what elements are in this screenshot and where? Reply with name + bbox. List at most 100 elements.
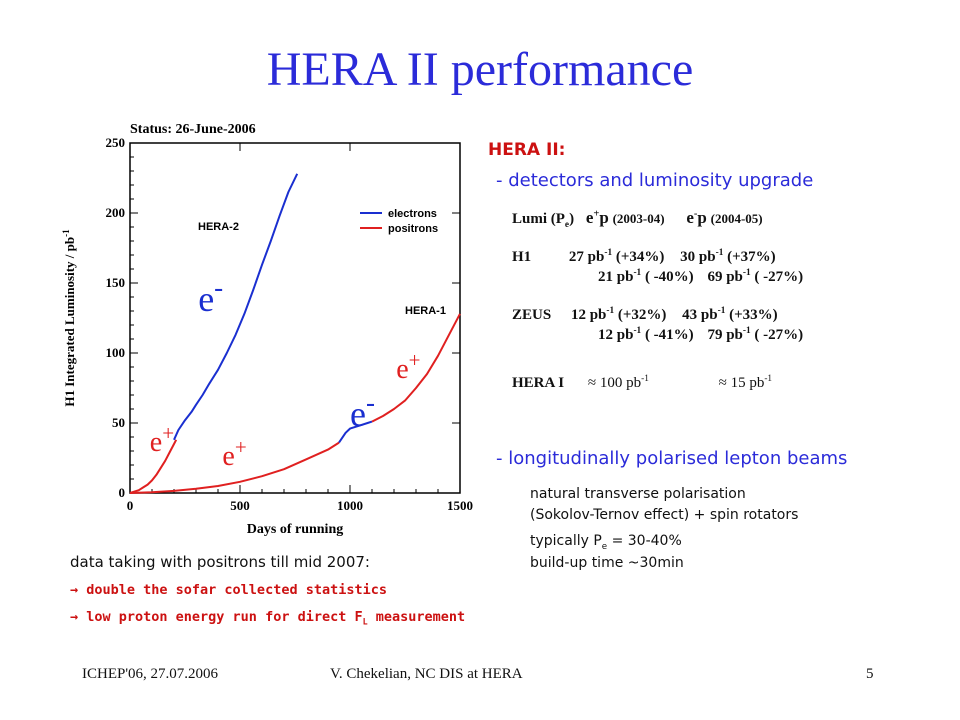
status-label: Status: 26-June-2006: [130, 122, 256, 137]
y-axis-label-text: H1 Integrated Luminosity / pb: [62, 237, 77, 407]
h1-row-1: H1 27 pb-1 (+34%) 30 pb-1 (+37%): [512, 248, 776, 266]
series-line: [173, 173, 299, 441]
y-tick-label: 100: [106, 345, 126, 360]
arrow-statistics: → double the sofar collected statistics: [70, 582, 387, 598]
legend-electrons: electrons: [388, 208, 437, 220]
pol-line-1: natural transverse polarisation: [530, 486, 746, 502]
header-eminus-sup: -: [693, 208, 698, 220]
header-lumi: Lumi (P: [512, 211, 565, 227]
pol-line-3-post: = 30-40%: [607, 533, 682, 549]
zeus-label: ZEUS: [512, 307, 552, 323]
curve-annotation: e+: [150, 421, 174, 458]
series-line: [338, 420, 373, 444]
header-eplus-sup: +: [593, 208, 600, 220]
pol-line-3-pre: typically P: [530, 533, 602, 549]
arrow-low-energy-sub: L: [362, 616, 368, 627]
series-line: [371, 313, 461, 423]
y-tick-label: 50: [112, 415, 125, 430]
legend: electrons positrons: [360, 208, 438, 235]
label-hera2: HERA-2: [198, 221, 239, 233]
header-lumi-sub: e: [564, 220, 570, 230]
inv-sup: -1: [715, 248, 724, 258]
hera1-row: HERA I ≈ 100 pb-1 ≈ 15 pb-1: [512, 374, 772, 392]
h1-eplus-polminus: 21 pb: [598, 269, 634, 285]
header-eplus-p: p: [599, 208, 609, 227]
inv-sup: -1: [742, 326, 751, 336]
curve-annotation: e-: [198, 273, 223, 319]
inv-sup: -1: [717, 306, 726, 316]
zeus-eminus-polminus: 79 pb: [707, 327, 743, 343]
y-tick-label: 200: [106, 205, 126, 220]
h1-eplus-polminus-pct: ( -40%): [644, 269, 694, 285]
inv-sup: -1: [633, 326, 642, 336]
hera1-label: HERA I: [512, 375, 565, 391]
zeus-eminus-polplus: 43 pb: [682, 307, 718, 323]
hera2-heading: HERA II:: [488, 140, 566, 160]
h1-row-2: 21 pb-1 ( -40%) 69 pb-1 ( -27%): [598, 268, 803, 286]
series-lines: [129, 173, 461, 494]
luminosity-chart: Status: 26-June-2006 0 500 1000 1500 0 50 100 1…: [61, 122, 473, 537]
y-axis-label-sup: -1: [61, 229, 71, 237]
zeus-eplus-polplus: 12 pb: [570, 307, 607, 323]
zeus-row-2: 12 pb-1 ( -41%) 79 pb-1 ( -27%): [598, 326, 803, 344]
bullet-polarised: - longitudinally polarised lepton beams: [496, 448, 848, 469]
curve-annotation: e+: [222, 435, 246, 472]
y-axis-label: H1 Integrated Luminosity / pb-1: [61, 229, 77, 407]
pol-line-4: build-up time ~30min: [530, 555, 684, 571]
pol-line-2: (Sokolov-Ternov effect) + spin rotators: [530, 507, 799, 523]
page-title: HERA II performance: [266, 43, 694, 96]
inv-sup: -1: [604, 248, 613, 258]
y-tick-label: 0: [119, 485, 126, 500]
series-line: [129, 439, 178, 494]
h1-eminus-polplus: 30 pb: [680, 249, 716, 265]
data-taking-note: data taking with positrons till mid 2007…: [70, 553, 370, 571]
zeus-eplus-polminus-pct: ( -41%): [644, 327, 694, 343]
inv-sup: -1: [641, 374, 649, 384]
pol-line-3: typically Pe = 30-40%: [530, 533, 682, 552]
h1-eminus-polminus-pct: ( -27%): [754, 269, 804, 285]
label-hera1: HERA-1: [405, 305, 446, 317]
zeus-eplus-polminus: 12 pb: [598, 327, 634, 343]
header-eplus-years: (2003-04): [612, 211, 665, 226]
header-eminus: e: [686, 208, 694, 227]
zeus-eplus-polplus-pct: (+32%): [617, 307, 667, 323]
zeus-row-1: ZEUS 12 pb-1 (+32%) 43 pb-1 (+33%): [512, 306, 778, 324]
hera1-eplus: ≈ 100 pb: [587, 375, 642, 391]
h1-eminus-polminus: 69 pb: [707, 269, 743, 285]
h1-eminus-polplus-pct: (+37%): [727, 249, 776, 265]
footer-author: V. Chekelian, NC DIS at HERA: [330, 666, 523, 682]
inv-sup: -1: [633, 268, 642, 278]
annotations: e-e+ e+ e-e+: [150, 273, 421, 472]
x-axis-label: Days of running: [247, 522, 343, 537]
curve-annotation: e+: [396, 348, 420, 385]
zeus-eminus-polminus-pct: ( -27%): [754, 327, 804, 343]
zeus-eminus-polplus-pct: (+33%): [729, 307, 778, 323]
y-tick-label: 150: [106, 275, 126, 290]
pol-line-3-sub: e: [601, 541, 608, 552]
plot-frame: [129, 142, 461, 494]
h1-eplus-polplus: 27 pb: [568, 249, 605, 265]
x-tick-label: 1500: [447, 498, 473, 513]
inv-sup: -1: [742, 268, 751, 278]
header-eplus: e: [585, 208, 594, 227]
inv-sup: -1: [606, 306, 615, 316]
footer-conference: ICHEP'06, 27.07.2006: [82, 666, 219, 682]
y-tick-label: 250: [106, 135, 126, 150]
table-header: Lumi (Pe) e+p (2003-04) e-p (2004-05): [512, 208, 763, 230]
x-tick-label: 500: [230, 498, 250, 513]
x-tick-label: 0: [127, 498, 134, 513]
series-line: [129, 441, 340, 494]
h1-label: H1: [512, 249, 532, 265]
x-tick-label: 1000: [337, 498, 363, 513]
h1-eplus-polplus-pct: (+34%): [615, 249, 665, 265]
footer-page-number: 5: [866, 666, 874, 682]
arrow-low-energy: → low proton energy run for direct FL me…: [70, 609, 465, 627]
arrow-low-energy-post: measurement: [367, 609, 466, 625]
header-eminus-years: (2004-05): [710, 211, 763, 226]
header-lumi-close: ): [569, 211, 575, 227]
arrow-low-energy-pre: → low proton energy run for direct F: [70, 609, 363, 625]
hera1-eminus: ≈ 15 pb: [718, 375, 765, 391]
curve-annotation: e-: [350, 387, 375, 433]
legend-positrons: positrons: [388, 223, 438, 235]
inv-sup: -1: [764, 374, 773, 384]
